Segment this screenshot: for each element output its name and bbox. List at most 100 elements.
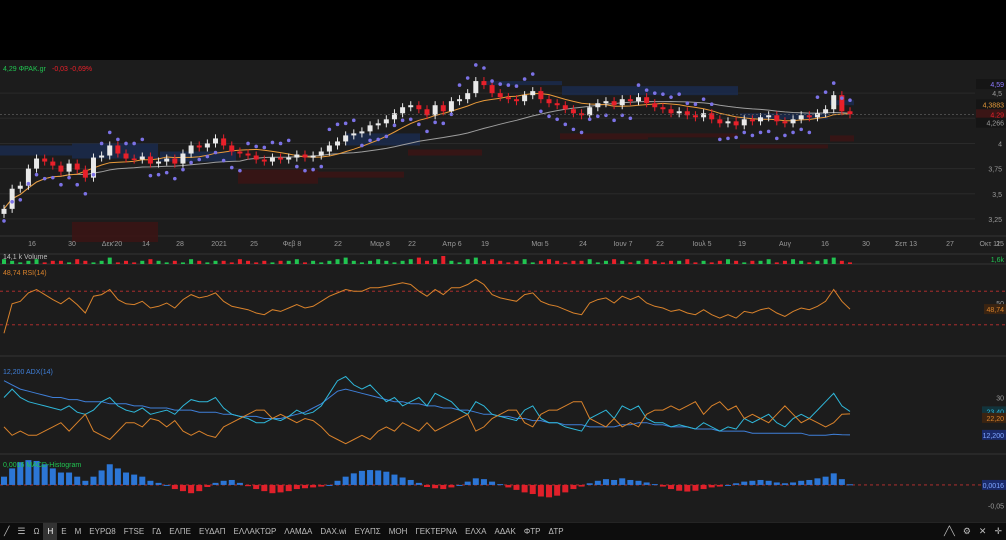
adx-value-label: 12,200: [983, 433, 1005, 440]
candle: [465, 93, 471, 100]
sar-dot: [140, 137, 145, 142]
crosshair-icon[interactable]: ✛: [994, 526, 1002, 536]
candle: [668, 109, 674, 114]
candle: [147, 156, 153, 164]
macd-bar: [415, 482, 422, 485]
close-icon[interactable]: ✕: [978, 526, 987, 536]
period-button-month[interactable]: Μ: [74, 527, 82, 536]
candle: [204, 143, 210, 148]
period-button-week[interactable]: Ε: [61, 527, 67, 536]
sar-dot: [791, 130, 795, 135]
macd-bar: [676, 484, 683, 491]
chart-canvas[interactable]: 4,54,2543,753,53,254,594,38834,294,2664,…: [0, 0, 1006, 522]
candle: [619, 99, 625, 106]
sar-dot: [400, 118, 405, 123]
candle: [99, 155, 105, 158]
volume-bar: [652, 260, 657, 264]
candle: [660, 107, 666, 110]
price-change: -0,03 -0,69%: [52, 66, 92, 73]
macd-bar: [847, 484, 853, 486]
symbol-tab[interactable]: ΕΛΠΕ: [169, 527, 191, 536]
symbol-tab[interactable]: ΓΕΚΤΕΡΝΑ: [415, 527, 458, 536]
macd-bar: [301, 484, 308, 489]
macd-bar: [472, 478, 479, 485]
x-tick-label: 22: [408, 241, 416, 248]
candle: [131, 158, 137, 161]
sar-dot: [173, 176, 177, 181]
symbol-tab[interactable]: ΕΛΧΑ: [465, 527, 487, 536]
candle: [440, 105, 446, 112]
symbol-tab[interactable]: DAX.wi: [320, 527, 347, 536]
macd-bar: [220, 480, 227, 485]
volume-bar: [514, 260, 519, 264]
volume-bar: [449, 260, 454, 264]
candle: [790, 119, 796, 124]
candle: [343, 135, 349, 142]
macd-bar: [448, 484, 455, 488]
volume-bar: [351, 260, 356, 264]
candle: [603, 101, 609, 104]
volume-bar: [34, 259, 39, 264]
candle: [139, 156, 145, 160]
volume-bar: [376, 259, 381, 264]
macd-bar: [790, 482, 797, 485]
candle: [66, 163, 72, 172]
candle: [497, 93, 503, 98]
settings-icon[interactable]: ⚙: [962, 526, 971, 536]
macd-bar: [49, 468, 56, 485]
symbol-tab[interactable]: ΜΟΗ: [388, 527, 408, 536]
macd-bar: [643, 482, 650, 485]
macd-bar: [554, 484, 561, 496]
symbol-tab[interactable]: ΑΔΑΚ: [494, 527, 516, 536]
rsi-label: 48,74 RSI(14): [3, 270, 47, 277]
symbol-tab[interactable]: ΓΔ: [152, 527, 162, 536]
symbol-tab[interactable]: ΕΛΛΑΚΤΩΡ: [233, 527, 277, 536]
top-blank: [0, 0, 1006, 60]
symbol-tab[interactable]: ΕΥΡΩ8: [89, 527, 116, 536]
price-label-bg: [976, 79, 1006, 90]
symbol-tab[interactable]: ΕΥΔΑΠ: [198, 527, 226, 536]
candle: [758, 117, 764, 122]
macd-bar: [407, 479, 414, 485]
symbol-tab[interactable]: FTSE: [123, 527, 145, 536]
drawing-line-icon[interactable]: ╱: [4, 526, 10, 536]
candle: [58, 165, 64, 172]
macd-bar: [171, 484, 178, 490]
candle: [774, 115, 780, 122]
symbol-tab[interactable]: ΕΥΑΠΣ: [354, 527, 381, 536]
macd-bar: [98, 470, 105, 485]
volume-bar: [67, 262, 72, 264]
bars-layout-icon[interactable]: ☰: [17, 526, 26, 536]
symbol-tab[interactable]: ΔΤΡ: [548, 527, 564, 536]
sar-dot: [335, 122, 340, 127]
sar-dot: [449, 112, 454, 117]
chart-type-icon[interactable]: ╱╲: [943, 526, 955, 536]
zone-box: [562, 86, 738, 96]
period-button-minute[interactable]: Ω: [33, 527, 40, 536]
volume-bar: [555, 260, 560, 264]
volume-bar: [50, 260, 55, 264]
candle: [725, 121, 731, 124]
sar-dot: [26, 181, 31, 186]
sar-dot: [343, 121, 348, 126]
volume-bar: [294, 259, 299, 264]
symbol-tab[interactable]: ΛΑΜΔΑ: [284, 527, 313, 536]
volume-bar: [636, 260, 641, 264]
volume-bar: [758, 260, 763, 264]
candle: [383, 119, 389, 124]
price-label: 4,266: [986, 121, 1004, 128]
candle: [416, 105, 422, 110]
macd-bar: [350, 473, 357, 485]
candle: [831, 95, 837, 110]
volume-bar: [603, 260, 608, 264]
candle: [701, 113, 707, 118]
volume-bar: [425, 260, 429, 264]
symbol-tab[interactable]: ΦΤΡ: [523, 527, 541, 536]
volume-bar: [205, 262, 210, 264]
period-button-day[interactable]: Η: [43, 523, 58, 540]
sar-dot: [815, 95, 820, 99]
candle: [505, 97, 511, 100]
sar-dot: [823, 90, 828, 94]
candle: [684, 111, 690, 116]
